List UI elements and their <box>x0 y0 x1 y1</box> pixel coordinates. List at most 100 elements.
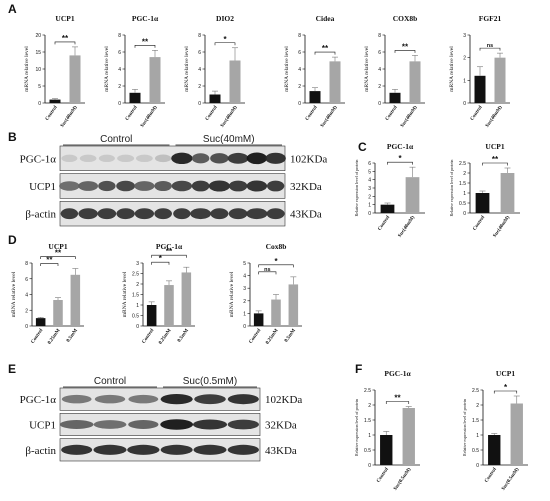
x-tick-label: Suc(40mM) <box>220 105 239 129</box>
blot-size-label: 32KDa <box>290 181 322 193</box>
chart-d3: Cox8b 0 1 2 3 4 5 mRNA relative level Control 0.2… <box>229 242 302 346</box>
y-tick-label: 10 <box>35 67 41 73</box>
x-tick-label: Suc(40mM) <box>485 105 504 129</box>
y-tick-label: 2 <box>463 56 466 62</box>
blot-size-label: 102KDa <box>290 153 327 165</box>
y-tick-label: 4 <box>378 67 381 73</box>
blot-protein-label: UCP1 <box>29 420 56 432</box>
y-tick-label: 0 <box>243 324 246 330</box>
bar-control <box>389 92 401 103</box>
y-tick-label: 1.5 <box>132 293 139 299</box>
y-tick-label: 3 <box>243 286 246 292</box>
blot-band <box>127 444 160 455</box>
significance-bracket <box>258 264 294 268</box>
significance-bracket <box>493 390 518 394</box>
blot-band <box>210 208 229 220</box>
y-tick-label: 0 <box>198 101 201 107</box>
chart-title: UCP1 <box>48 242 67 251</box>
blot-band <box>97 208 117 220</box>
chart-title: COX8b <box>393 14 418 23</box>
y-tick-label: 0.5 <box>459 201 466 207</box>
blot-band <box>134 208 155 220</box>
significance-label: ** <box>62 34 69 43</box>
y-axis-label: Relative expression level of protein <box>462 399 467 456</box>
y-axis-label: Relative expression level of protein <box>354 399 359 456</box>
y-tick-label: 20 <box>35 33 41 39</box>
x-tick-label: Control <box>142 328 156 345</box>
y-tick-label: 2.5 <box>132 272 139 278</box>
blot-band <box>227 444 259 455</box>
y-tick-label: 0 <box>378 101 381 107</box>
significance-bracket <box>151 261 170 265</box>
y-tick-label: 1.5 <box>364 418 371 424</box>
y-tick-label: 1 <box>463 78 466 84</box>
significance-label: * <box>504 383 508 392</box>
blot-band <box>246 152 268 165</box>
significance-label: * <box>223 35 227 44</box>
bar-0-25mm <box>164 285 174 326</box>
significance-bracket <box>387 161 413 165</box>
bar-0-25mm <box>53 300 63 326</box>
significance-bracket <box>385 401 410 404</box>
blot-band <box>160 419 194 430</box>
chart-a2: PGC-1α 0 2 4 6 8 mRNA relative level Control Suc… <box>104 14 165 129</box>
bar-0-25mm <box>271 299 281 326</box>
significance-label: ** <box>394 394 401 403</box>
y-tick-label: 2 <box>368 194 371 200</box>
significance-label: * <box>159 254 163 263</box>
x-tick-label: 0.5mM <box>177 328 190 343</box>
chart-a6: FGF21 0 1 2 3 mRNA relative level Control Suc(4… <box>449 14 510 129</box>
blot-band <box>154 208 172 220</box>
blot-band <box>266 180 285 192</box>
blot-band <box>59 420 94 429</box>
blot-band <box>171 152 193 165</box>
y-tick-label: 2 <box>136 282 139 288</box>
chart-f1: PGC-1α 0 0.5 1 1.5 2 2.5 Relative expression le… <box>354 369 420 492</box>
y-tick-label: 2.5 <box>459 161 466 167</box>
x-tick-label: 0.5mM <box>284 328 297 343</box>
y-tick-label: 8 <box>298 33 301 39</box>
blot-band <box>116 180 136 192</box>
chart-title: PGC-1α <box>384 369 411 378</box>
blot-band <box>191 153 210 164</box>
chart-a3: DIO2 0 2 4 6 8 mRNA relative level Control Suc(4… <box>184 14 245 129</box>
y-tick-label: 2 <box>463 171 466 177</box>
blot-band <box>93 444 127 455</box>
chart-a4: Cidea 0 2 4 6 8 mRNA relative level Control Suc(… <box>284 14 345 129</box>
blot-band <box>98 180 116 192</box>
blot-band <box>93 420 127 429</box>
chart-title: FGF21 <box>479 14 502 23</box>
blot-band <box>61 154 78 163</box>
x-tick-label: Control <box>249 328 263 345</box>
y-tick-label: 1 <box>368 433 371 439</box>
blot-size-label: 43KDa <box>265 445 297 457</box>
significance-label: * <box>398 154 402 163</box>
x-tick-label: Control <box>470 105 484 122</box>
y-tick-label: 2 <box>243 299 246 305</box>
bar-control <box>309 91 321 103</box>
blot-band <box>266 208 285 220</box>
y-tick-label: 2.5 <box>364 388 371 394</box>
blot-band <box>191 180 210 192</box>
y-tick-label: 2 <box>476 403 479 409</box>
y-tick-label: 8 <box>118 33 121 39</box>
y-tick-label: 6 <box>118 50 121 56</box>
blot-size-label: 32KDa <box>265 420 297 432</box>
y-tick-label: 4 <box>118 67 121 73</box>
bar-suc-40mm <box>409 61 421 103</box>
bar-0-5mm <box>70 274 81 326</box>
western-blot-b: Control Suc(40mM) PGC-1α 102KDa UCP1 32KDa β-a… <box>20 132 327 231</box>
blot-band <box>60 208 79 220</box>
chart-f2: UCP1 0 0.5 1 1.5 2 2.5 Relative expression leve… <box>462 369 528 492</box>
bar-control <box>49 99 61 103</box>
chart-a1: UCP1 0 5 10 15 20 mRNA relative level Control Su… <box>24 14 85 129</box>
bar-control <box>35 318 46 326</box>
chart-c2: UCP1 0 0.5 1 1.5 2 2.5 Relative expression leve… <box>449 142 520 239</box>
y-tick-label: 2.5 <box>472 388 479 394</box>
panel-letter-f: F <box>355 362 363 376</box>
y-tick-label: 3 <box>463 33 466 39</box>
blot-protein-label: PGC-1α <box>20 394 57 406</box>
significance-bracket <box>54 41 76 45</box>
y-tick-label: 0.5 <box>364 448 371 454</box>
blot-band <box>173 208 191 220</box>
